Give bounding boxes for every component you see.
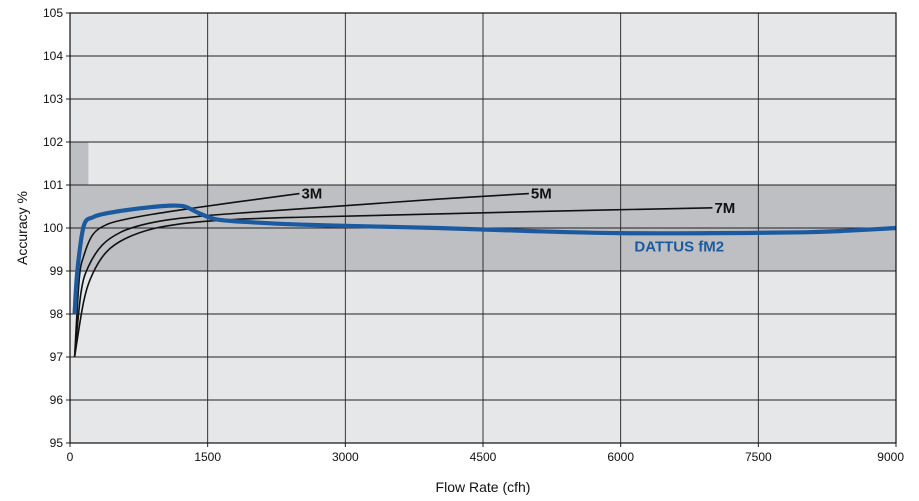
x-tick-label: 1500 — [194, 450, 221, 464]
series-line-7m — [73, 206, 713, 358]
y-tick-label: 104 — [43, 49, 63, 63]
annotation-7m: 7M — [714, 200, 735, 217]
annotation-dattus-fm2: DATTUS fM2 — [634, 238, 724, 255]
annotation-3m: 3M — [301, 186, 322, 203]
plot-border — [69, 12, 897, 444]
series-line-3m — [73, 192, 300, 358]
series-line-dattus-fm2 — [72, 203, 897, 315]
x-tick-label: 9000 — [877, 450, 904, 464]
y-tick-label: 101 — [43, 178, 63, 192]
annotation-5m: 5M — [531, 186, 552, 203]
series-lines — [72, 192, 897, 358]
y-tick-label: 99 — [50, 264, 64, 278]
accuracy-band-1 — [70, 142, 89, 185]
y-tick-label: 98 — [50, 307, 64, 321]
x-tick-label: 7500 — [745, 450, 772, 464]
series-annotations: 3M 5M 7M DATTUS fM2 — [301, 186, 735, 256]
x-tick-label: 0 — [67, 450, 74, 464]
y-tick-label: 97 — [50, 350, 64, 364]
y-tick-label: 105 — [43, 6, 63, 20]
x-tick-label: 6000 — [607, 450, 634, 464]
x-tick-label: 4500 — [470, 450, 497, 464]
x-axis-title: Flow Rate (cfh) — [436, 479, 531, 495]
y-tick-label: 95 — [50, 436, 64, 450]
x-tick-labels: 0 1500 3000 4500 6000 7500 9000 — [67, 450, 905, 464]
y-tick-label: 103 — [43, 92, 63, 106]
y-tick-labels: 95 96 97 98 99 100 101 102 103 104 105 — [43, 6, 63, 450]
y-tick-label: 96 — [50, 393, 64, 407]
y-tick-label: 100 — [43, 221, 63, 235]
x-tick-label: 3000 — [332, 450, 359, 464]
grid-lines — [66, 12, 897, 447]
y-tick-label: 102 — [43, 135, 63, 149]
series-line-5m — [73, 192, 529, 358]
y-axis-title: Accuracy % — [14, 191, 30, 265]
